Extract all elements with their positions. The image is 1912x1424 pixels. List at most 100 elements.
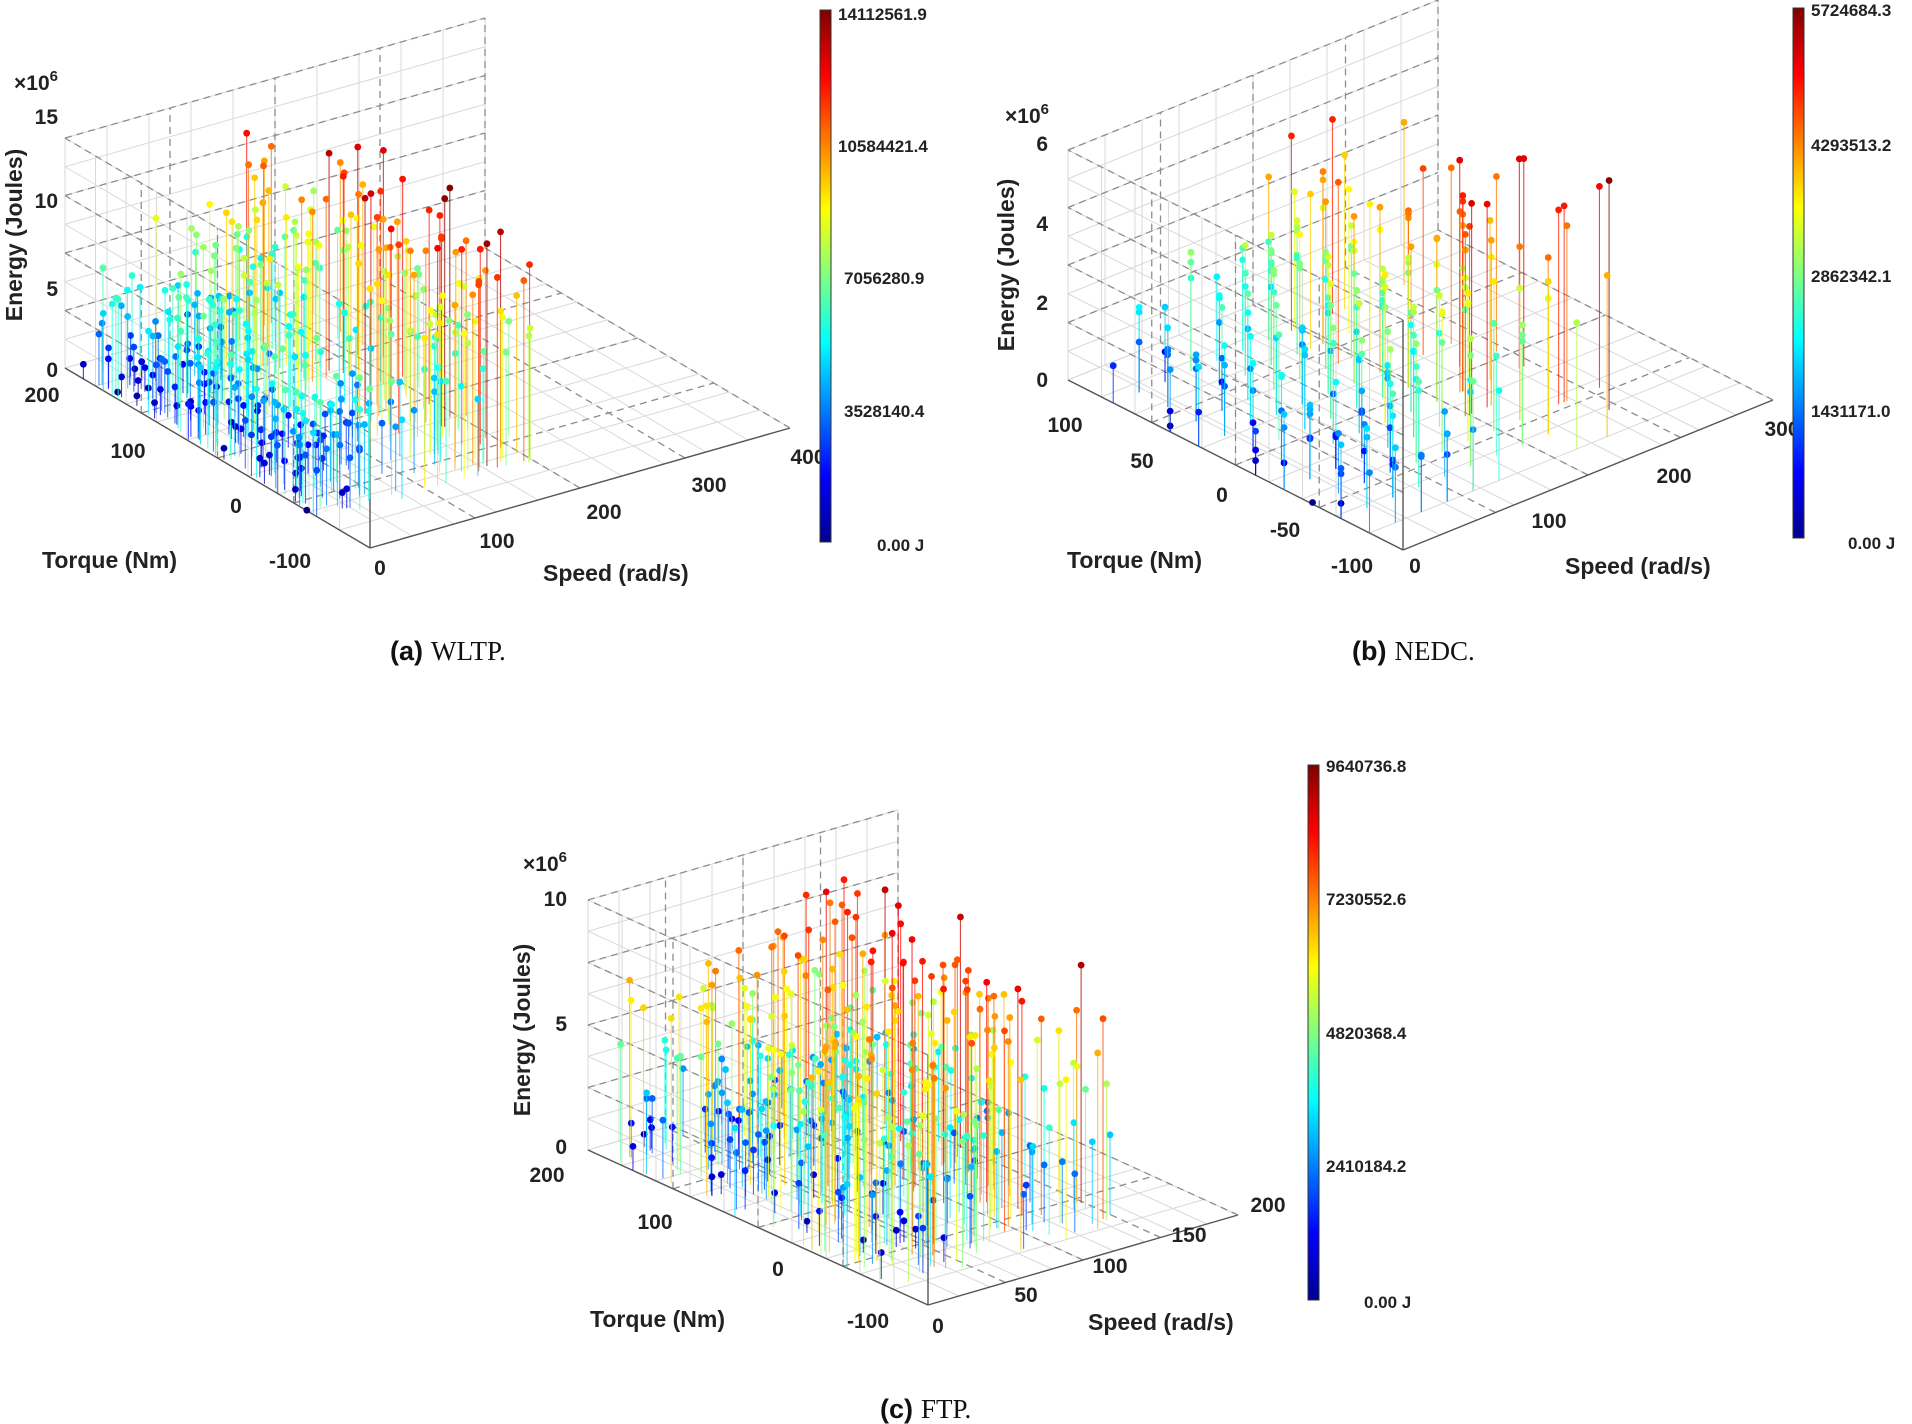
data-point — [152, 317, 159, 325]
axis-gridline — [64, 103, 486, 225]
data-point — [859, 1018, 866, 1026]
data-point — [266, 255, 273, 263]
data-point — [354, 143, 362, 151]
data-point — [174, 314, 181, 322]
data-point — [915, 1212, 922, 1220]
data-point — [392, 423, 400, 431]
data-point — [289, 427, 297, 435]
data-point — [434, 331, 441, 338]
data-point — [338, 489, 346, 497]
data-point — [304, 441, 312, 449]
data-point — [899, 959, 907, 967]
data-point — [279, 345, 287, 353]
data-point — [298, 392, 306, 400]
data-point — [860, 1098, 868, 1106]
a-ztick: 0 — [46, 359, 58, 382]
data-point — [355, 190, 362, 198]
c-xlabel: Speed (rad/s) — [1088, 1309, 1234, 1335]
data-point — [867, 958, 875, 966]
data-point — [355, 421, 362, 429]
data-point — [375, 246, 383, 253]
axis-gridline — [308, 391, 730, 513]
data-point — [480, 347, 488, 355]
data-point — [1327, 280, 1335, 288]
data-point — [834, 1188, 842, 1196]
data-point — [795, 1087, 803, 1095]
data-point — [753, 971, 761, 979]
data-point — [1056, 1080, 1064, 1087]
data-point — [697, 1053, 705, 1061]
data-point — [396, 378, 404, 386]
data-point — [526, 261, 533, 269]
data-point — [950, 1008, 958, 1016]
data-point — [345, 243, 352, 251]
data-point — [892, 1226, 900, 1234]
c-caption: (c) FTP. — [880, 1394, 971, 1424]
data-point — [990, 1044, 998, 1052]
c-ztick: 0 — [555, 1136, 567, 1159]
data-point — [243, 350, 251, 358]
data-point — [253, 365, 261, 373]
data-point — [455, 280, 463, 287]
a-xlabel: Speed (rad/s) — [543, 560, 689, 586]
data-point — [431, 388, 438, 396]
data-point — [349, 370, 356, 378]
data-point — [953, 1107, 960, 1115]
data-point — [108, 300, 116, 308]
data-point — [1077, 961, 1085, 969]
data-point — [1278, 371, 1285, 379]
data-point — [234, 395, 242, 403]
data-point — [231, 311, 239, 318]
data-point — [154, 332, 162, 340]
data-point — [1221, 342, 1228, 349]
data-point — [1516, 243, 1524, 251]
data-point — [421, 334, 429, 342]
data-point — [900, 1089, 908, 1096]
data-point — [1392, 444, 1399, 452]
data-point — [718, 1055, 726, 1063]
data-point — [260, 397, 267, 405]
data-point — [285, 323, 293, 330]
a-xtick: 100 — [479, 530, 514, 553]
data-point — [776, 1067, 784, 1074]
data-point — [352, 326, 360, 334]
data-point — [943, 1017, 951, 1024]
data-point — [889, 1123, 896, 1131]
data-point — [141, 364, 149, 372]
data-point — [426, 320, 434, 328]
axis-gridline — [64, 132, 486, 254]
axis-gridline — [1067, 149, 1404, 321]
data-point — [186, 359, 194, 367]
data-point — [742, 1139, 749, 1147]
data-point — [430, 374, 438, 382]
data-point — [240, 402, 248, 409]
data-point — [1028, 1148, 1036, 1156]
data-point — [1319, 168, 1327, 175]
data-point — [990, 992, 998, 1000]
data-point — [193, 231, 200, 239]
data-point — [174, 343, 182, 350]
axis-gridline — [217, 337, 638, 459]
b-xlabel: Speed (rad/s) — [1565, 553, 1711, 579]
data-point — [1296, 260, 1304, 268]
data-point — [836, 950, 844, 958]
data-point — [985, 1077, 993, 1084]
data-point — [838, 901, 846, 909]
data-point — [928, 972, 935, 980]
data-point — [1461, 230, 1469, 238]
data-point — [156, 386, 164, 393]
data-point — [410, 271, 418, 279]
data-point — [1518, 321, 1526, 329]
data-point — [1348, 222, 1355, 230]
axis-gridline — [1235, 314, 1606, 466]
b-zscale-exp: 6 — [1041, 101, 1049, 118]
data-point — [194, 290, 201, 297]
data-point — [252, 296, 260, 304]
data-point — [704, 1091, 712, 1098]
data-point — [894, 902, 902, 910]
a-zlabel: Energy (Joules) — [1, 149, 27, 322]
data-point — [940, 985, 947, 993]
data-point — [513, 292, 521, 299]
axis-gridline — [842, 1175, 1154, 1267]
axis-gridline — [587, 1149, 929, 1306]
